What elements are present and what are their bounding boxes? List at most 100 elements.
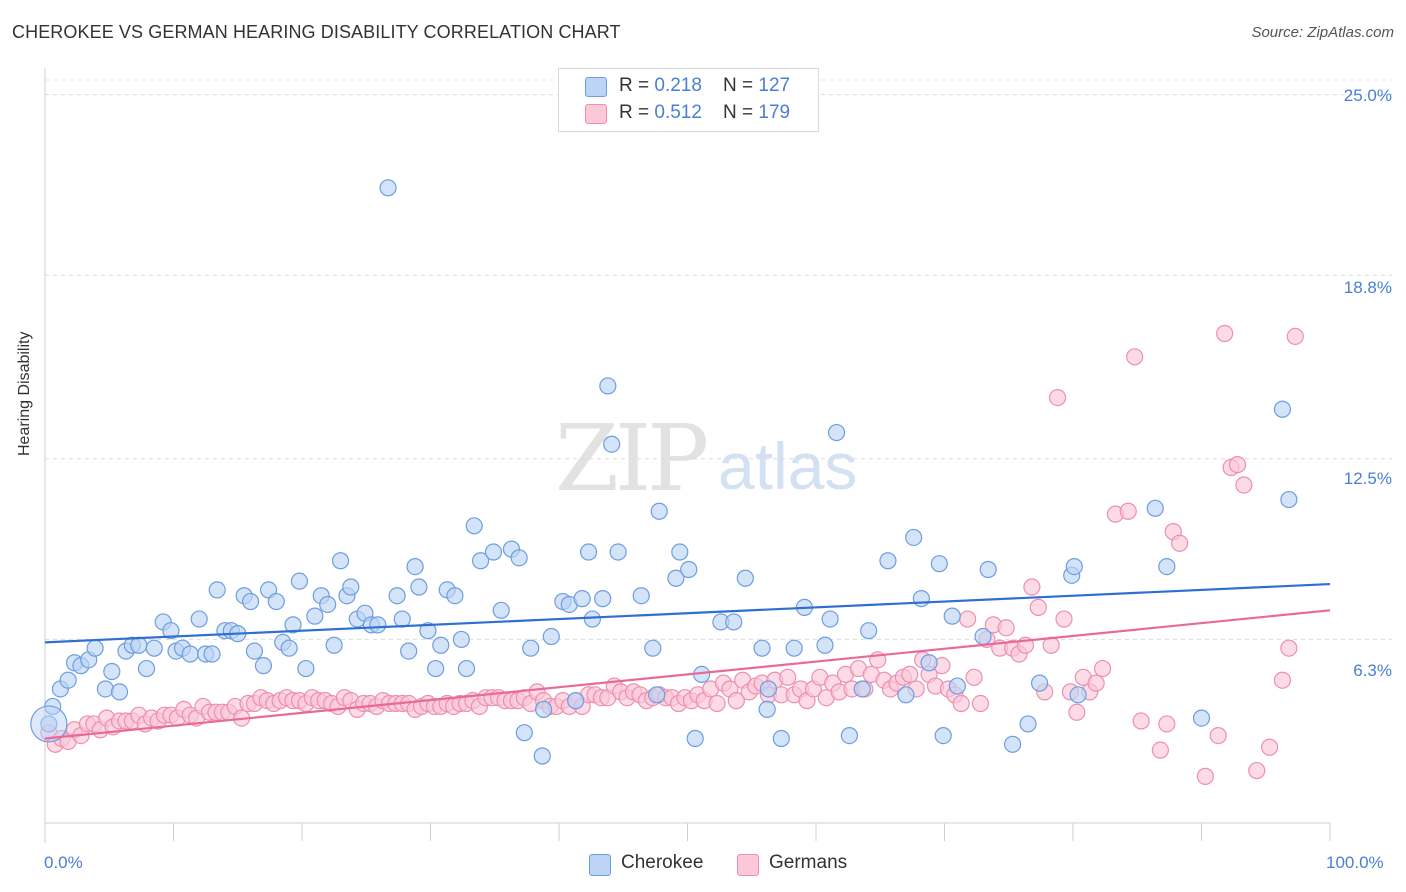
cherokee-point bbox=[254, 657, 273, 675]
y-tick-label-18-8: 18.8% bbox=[1343, 278, 1392, 297]
cherokee-point bbox=[297, 659, 315, 678]
cherokee-point bbox=[979, 560, 997, 579]
germans-point bbox=[1068, 703, 1086, 721]
cherokee-point bbox=[758, 700, 776, 718]
cherokee-point bbox=[853, 680, 871, 698]
cherokee-point bbox=[671, 543, 689, 561]
cherokee-point bbox=[145, 639, 163, 657]
germans-point bbox=[1023, 578, 1041, 596]
cherokee-point bbox=[897, 686, 915, 704]
germans-point bbox=[1048, 388, 1067, 407]
germans-point bbox=[1228, 456, 1247, 474]
cherokee-point bbox=[59, 671, 77, 689]
germans-point bbox=[1248, 761, 1266, 780]
germans-point bbox=[952, 694, 970, 713]
cherokee-point bbox=[680, 560, 698, 579]
cherokee-point bbox=[759, 680, 778, 698]
cherokee-point bbox=[280, 639, 298, 657]
germans-point bbox=[971, 694, 990, 713]
cherokee-point bbox=[542, 627, 560, 646]
source-label: Source: ZipAtlas.com bbox=[1251, 24, 1394, 41]
germans-point bbox=[1209, 726, 1227, 745]
chart-title: CHEROKEE VS GERMAN HEARING DISABILITY CO… bbox=[12, 22, 621, 42]
cherokee-point bbox=[284, 616, 302, 634]
cherokee-point bbox=[86, 639, 104, 657]
cherokee-point bbox=[905, 528, 923, 547]
cherokee-point bbox=[110, 683, 129, 701]
germans-swatch bbox=[585, 104, 607, 124]
cherokee-point bbox=[1192, 709, 1211, 727]
germans-point bbox=[1087, 674, 1105, 692]
cherokee-point bbox=[1065, 557, 1083, 576]
cherokee-point bbox=[1004, 735, 1022, 753]
germans-point bbox=[1273, 671, 1292, 689]
germans-point bbox=[1216, 324, 1234, 343]
cherokee-point bbox=[242, 592, 260, 611]
germans-point bbox=[965, 668, 983, 686]
germans-point bbox=[1171, 534, 1189, 552]
x-tick-label-100: 100.0% bbox=[1326, 853, 1384, 872]
germans-point bbox=[1055, 610, 1073, 628]
cherokee-point bbox=[515, 724, 533, 742]
germans-point bbox=[1093, 659, 1112, 678]
cherokee-point bbox=[325, 636, 343, 654]
cherokee-point bbox=[379, 179, 397, 197]
cherokee-point bbox=[1030, 674, 1049, 692]
cherokee-point bbox=[1273, 400, 1292, 418]
cherokee-point bbox=[190, 610, 208, 628]
cherokee-point-large bbox=[30, 705, 68, 743]
cherokee-point bbox=[510, 549, 528, 567]
cherokee-point bbox=[934, 726, 952, 745]
cherokee-point bbox=[208, 581, 226, 599]
cherokee-point bbox=[267, 592, 285, 611]
cherokee-point bbox=[162, 622, 180, 640]
cherokee-point bbox=[594, 590, 612, 608]
germans-point bbox=[1158, 715, 1176, 733]
germans-point bbox=[997, 619, 1015, 637]
cherokee-point bbox=[446, 587, 464, 605]
cherokee-point bbox=[583, 610, 602, 628]
germans-trend-line bbox=[44, 609, 1331, 740]
cherokee-point bbox=[369, 616, 387, 634]
cherokee-point bbox=[410, 578, 428, 596]
cherokee-point bbox=[103, 662, 121, 681]
cherokee-trend-line bbox=[44, 582, 1331, 644]
cherokee-point bbox=[181, 645, 199, 663]
legend-label-germans: Germans bbox=[769, 852, 848, 873]
cherokee-point bbox=[130, 636, 148, 654]
cherokee-point bbox=[827, 423, 846, 442]
germans-point bbox=[1280, 639, 1298, 657]
cherokee-point bbox=[1069, 686, 1087, 704]
cherokee-point bbox=[533, 747, 551, 765]
legend-n-value-germans: 179 bbox=[758, 102, 791, 123]
cherokee-point bbox=[427, 659, 445, 678]
cherokee-point bbox=[1146, 499, 1164, 517]
cherokee-point bbox=[1158, 557, 1176, 576]
germans-point bbox=[1126, 348, 1144, 366]
cherokee-point bbox=[632, 587, 650, 605]
legend-r-label: R = bbox=[619, 102, 655, 123]
watermark-atlas: atlas bbox=[718, 429, 858, 503]
cherokee-point bbox=[725, 613, 743, 631]
cherokee-point bbox=[306, 607, 324, 625]
germans-point bbox=[727, 692, 745, 710]
germans-point bbox=[1235, 476, 1253, 494]
cherokee-point bbox=[579, 543, 598, 561]
cherokee-point bbox=[472, 552, 490, 570]
cherokee-point bbox=[319, 595, 337, 614]
legend-n-label: N = bbox=[723, 75, 759, 96]
cherokee-point bbox=[492, 601, 510, 619]
cherokee-point bbox=[840, 726, 859, 745]
germans-point bbox=[1151, 741, 1169, 759]
cherokee-point bbox=[137, 659, 156, 678]
cherokee-point bbox=[1019, 715, 1037, 733]
cherokee-point bbox=[772, 729, 790, 748]
cherokee-point bbox=[331, 552, 350, 570]
cherokee-point bbox=[203, 645, 221, 663]
cherokee-swatch bbox=[589, 854, 611, 876]
legend: R = 0.218 N = 127 R = 0.512 N = 179 bbox=[558, 68, 819, 132]
y-tick-label-6-3: 6.3% bbox=[1353, 661, 1392, 680]
cherokee-point bbox=[603, 435, 621, 453]
cherokee-point bbox=[609, 543, 627, 561]
